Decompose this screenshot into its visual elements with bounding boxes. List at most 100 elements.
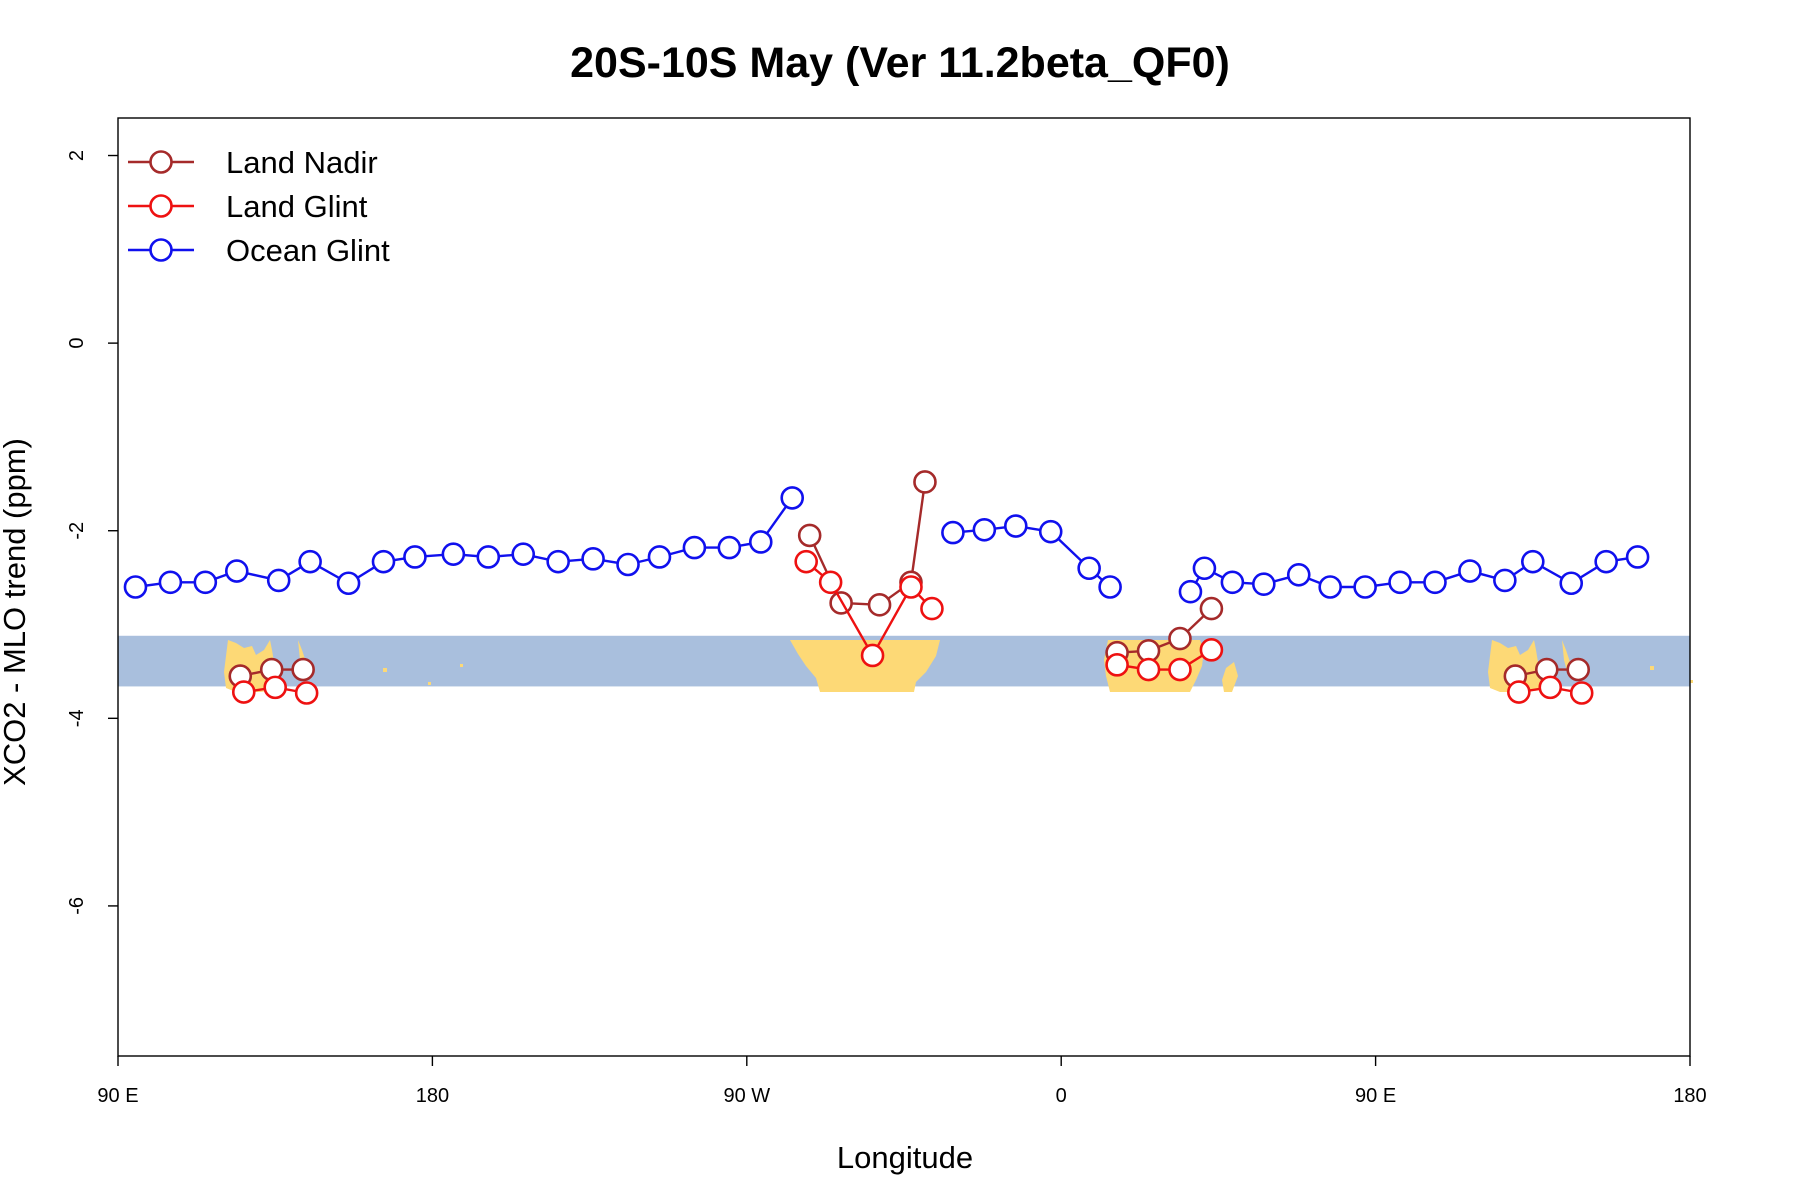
data-point-land-glint — [1136, 657, 1161, 682]
data-point-land-nadir — [867, 593, 892, 617]
land-island — [1690, 680, 1693, 683]
legend-item-ocean-glint: Ocean Glint — [128, 233, 390, 268]
data-point-ocean-glint — [1353, 575, 1377, 599]
y-tick-label: 0 — [66, 338, 88, 349]
data-point-ocean-glint — [1458, 559, 1482, 583]
legend: Land Nadir Land Glint Ocean Glint — [128, 145, 390, 268]
data-point-ocean-glint — [1003, 514, 1028, 538]
land-south-america — [790, 640, 940, 692]
data-point-ocean-glint — [441, 542, 466, 566]
data-point-land-nadir — [291, 657, 315, 682]
x-tick-label: 90 E — [1355, 1085, 1396, 1107]
data-point-ocean-glint — [616, 552, 640, 577]
data-point-ocean-glint — [1038, 519, 1063, 544]
data-point-ocean-glint — [158, 570, 183, 595]
data-point-land-glint — [1105, 653, 1129, 677]
land-island — [383, 668, 387, 672]
chart-title: 20S-10S May (Ver 11.2beta_QF0) — [570, 39, 1230, 87]
y-tick-label: -4 — [66, 709, 88, 727]
data-point-land-nadir — [1199, 596, 1224, 621]
data-point-land-glint — [860, 643, 885, 668]
data-point-ocean-glint — [1388, 570, 1412, 595]
data-point-land-nadir — [1168, 626, 1192, 651]
y-tick-label: -6 — [66, 897, 88, 915]
y-tick-label: 2 — [66, 150, 88, 161]
legend-marker — [149, 150, 173, 174]
map-strip — [118, 635, 1693, 692]
data-point-ocean-glint — [780, 486, 805, 510]
data-point-ocean-glint — [748, 530, 773, 554]
x-axis: 90 E 180 90 W 0 90 E 180 — [97, 1056, 1707, 1107]
data-point-ocean-glint — [298, 549, 322, 574]
x-tick-label: 90 E — [97, 1085, 138, 1107]
legend-item-land-glint: Land Glint — [128, 189, 368, 224]
data-point-ocean-glint — [647, 545, 672, 569]
data-point-land-glint — [231, 680, 256, 704]
y-tick-label: -2 — [66, 522, 88, 540]
series-ocean-glint — [123, 486, 1650, 604]
land-island — [460, 664, 463, 667]
x-axis-label: Longitude — [837, 1140, 973, 1175]
x-tick-label: 0 — [1056, 1085, 1067, 1107]
data-point-land-glint — [1168, 657, 1192, 682]
data-point-ocean-glint — [1286, 563, 1311, 587]
data-point-ocean-glint — [682, 535, 707, 560]
series-land-glint — [231, 549, 1594, 705]
data-point-ocean-glint — [581, 547, 605, 571]
series-line-land-nadir — [1117, 607, 1213, 654]
data-point-ocean-glint — [1521, 549, 1545, 574]
data-point-land-nadir — [913, 470, 937, 494]
data-point-ocean-glint — [224, 559, 249, 583]
data-point-ocean-glint — [476, 545, 501, 569]
legend-item-land-nadir: Land Nadir — [128, 145, 378, 180]
data-point-ocean-glint — [717, 535, 742, 560]
data-point-ocean-glint — [1252, 572, 1276, 596]
data-point-ocean-glint — [1220, 570, 1245, 595]
legend-label: Land Nadir — [226, 145, 378, 180]
data-point-ocean-glint — [1493, 568, 1517, 593]
data-point-land-glint — [1569, 681, 1594, 705]
data-point-ocean-glint — [1625, 545, 1650, 569]
data-point-ocean-glint — [1594, 549, 1618, 574]
data-point-ocean-glint — [403, 545, 427, 569]
land-island — [1650, 666, 1654, 670]
x-tick-label: 180 — [1673, 1085, 1706, 1107]
data-point-land-glint — [818, 570, 843, 595]
data-point-ocean-glint — [1318, 575, 1342, 599]
data-point-ocean-glint — [1559, 571, 1584, 596]
data-point-land-glint — [1199, 638, 1224, 662]
plot-frame — [117, 117, 1691, 1057]
data-point-ocean-glint — [972, 517, 997, 542]
data-point-ocean-glint — [371, 549, 396, 574]
data-point-land-nadir — [797, 523, 822, 548]
series-layer — [123, 470, 1650, 705]
data-point-ocean-glint — [336, 571, 361, 596]
data-point-ocean-glint — [1423, 570, 1447, 595]
x-tick-label: 90 W — [723, 1085, 770, 1107]
land-madagascar — [1222, 662, 1238, 692]
land-island — [428, 682, 431, 685]
data-point-ocean-glint — [1178, 579, 1203, 604]
legend-label: Ocean Glint — [226, 233, 390, 268]
data-point-ocean-glint — [266, 568, 291, 593]
series-line-land-glint — [1116, 648, 1213, 671]
data-point-ocean-glint — [1098, 575, 1122, 599]
data-point-land-nadir — [1566, 657, 1591, 682]
legend-label: Land Glint — [226, 189, 368, 224]
data-point-ocean-glint — [1192, 556, 1217, 581]
data-point-ocean-glint — [546, 549, 570, 574]
data-point-ocean-glint — [941, 520, 965, 545]
data-point-ocean-glint — [123, 575, 148, 599]
data-point-ocean-glint — [193, 570, 218, 595]
data-point-land-glint — [1538, 675, 1563, 700]
data-point-land-glint — [899, 575, 923, 599]
legend-marker — [149, 194, 173, 218]
data-point-land-glint — [794, 549, 818, 574]
data-point-land-glint — [294, 681, 319, 705]
data-point-land-glint — [1507, 680, 1531, 704]
data-point-land-glint — [920, 596, 944, 621]
data-point-ocean-glint — [1077, 556, 1101, 581]
data-point-ocean-glint — [511, 542, 536, 566]
y-axis-label: XCO2 - MLO trend (ppm) — [0, 438, 32, 786]
